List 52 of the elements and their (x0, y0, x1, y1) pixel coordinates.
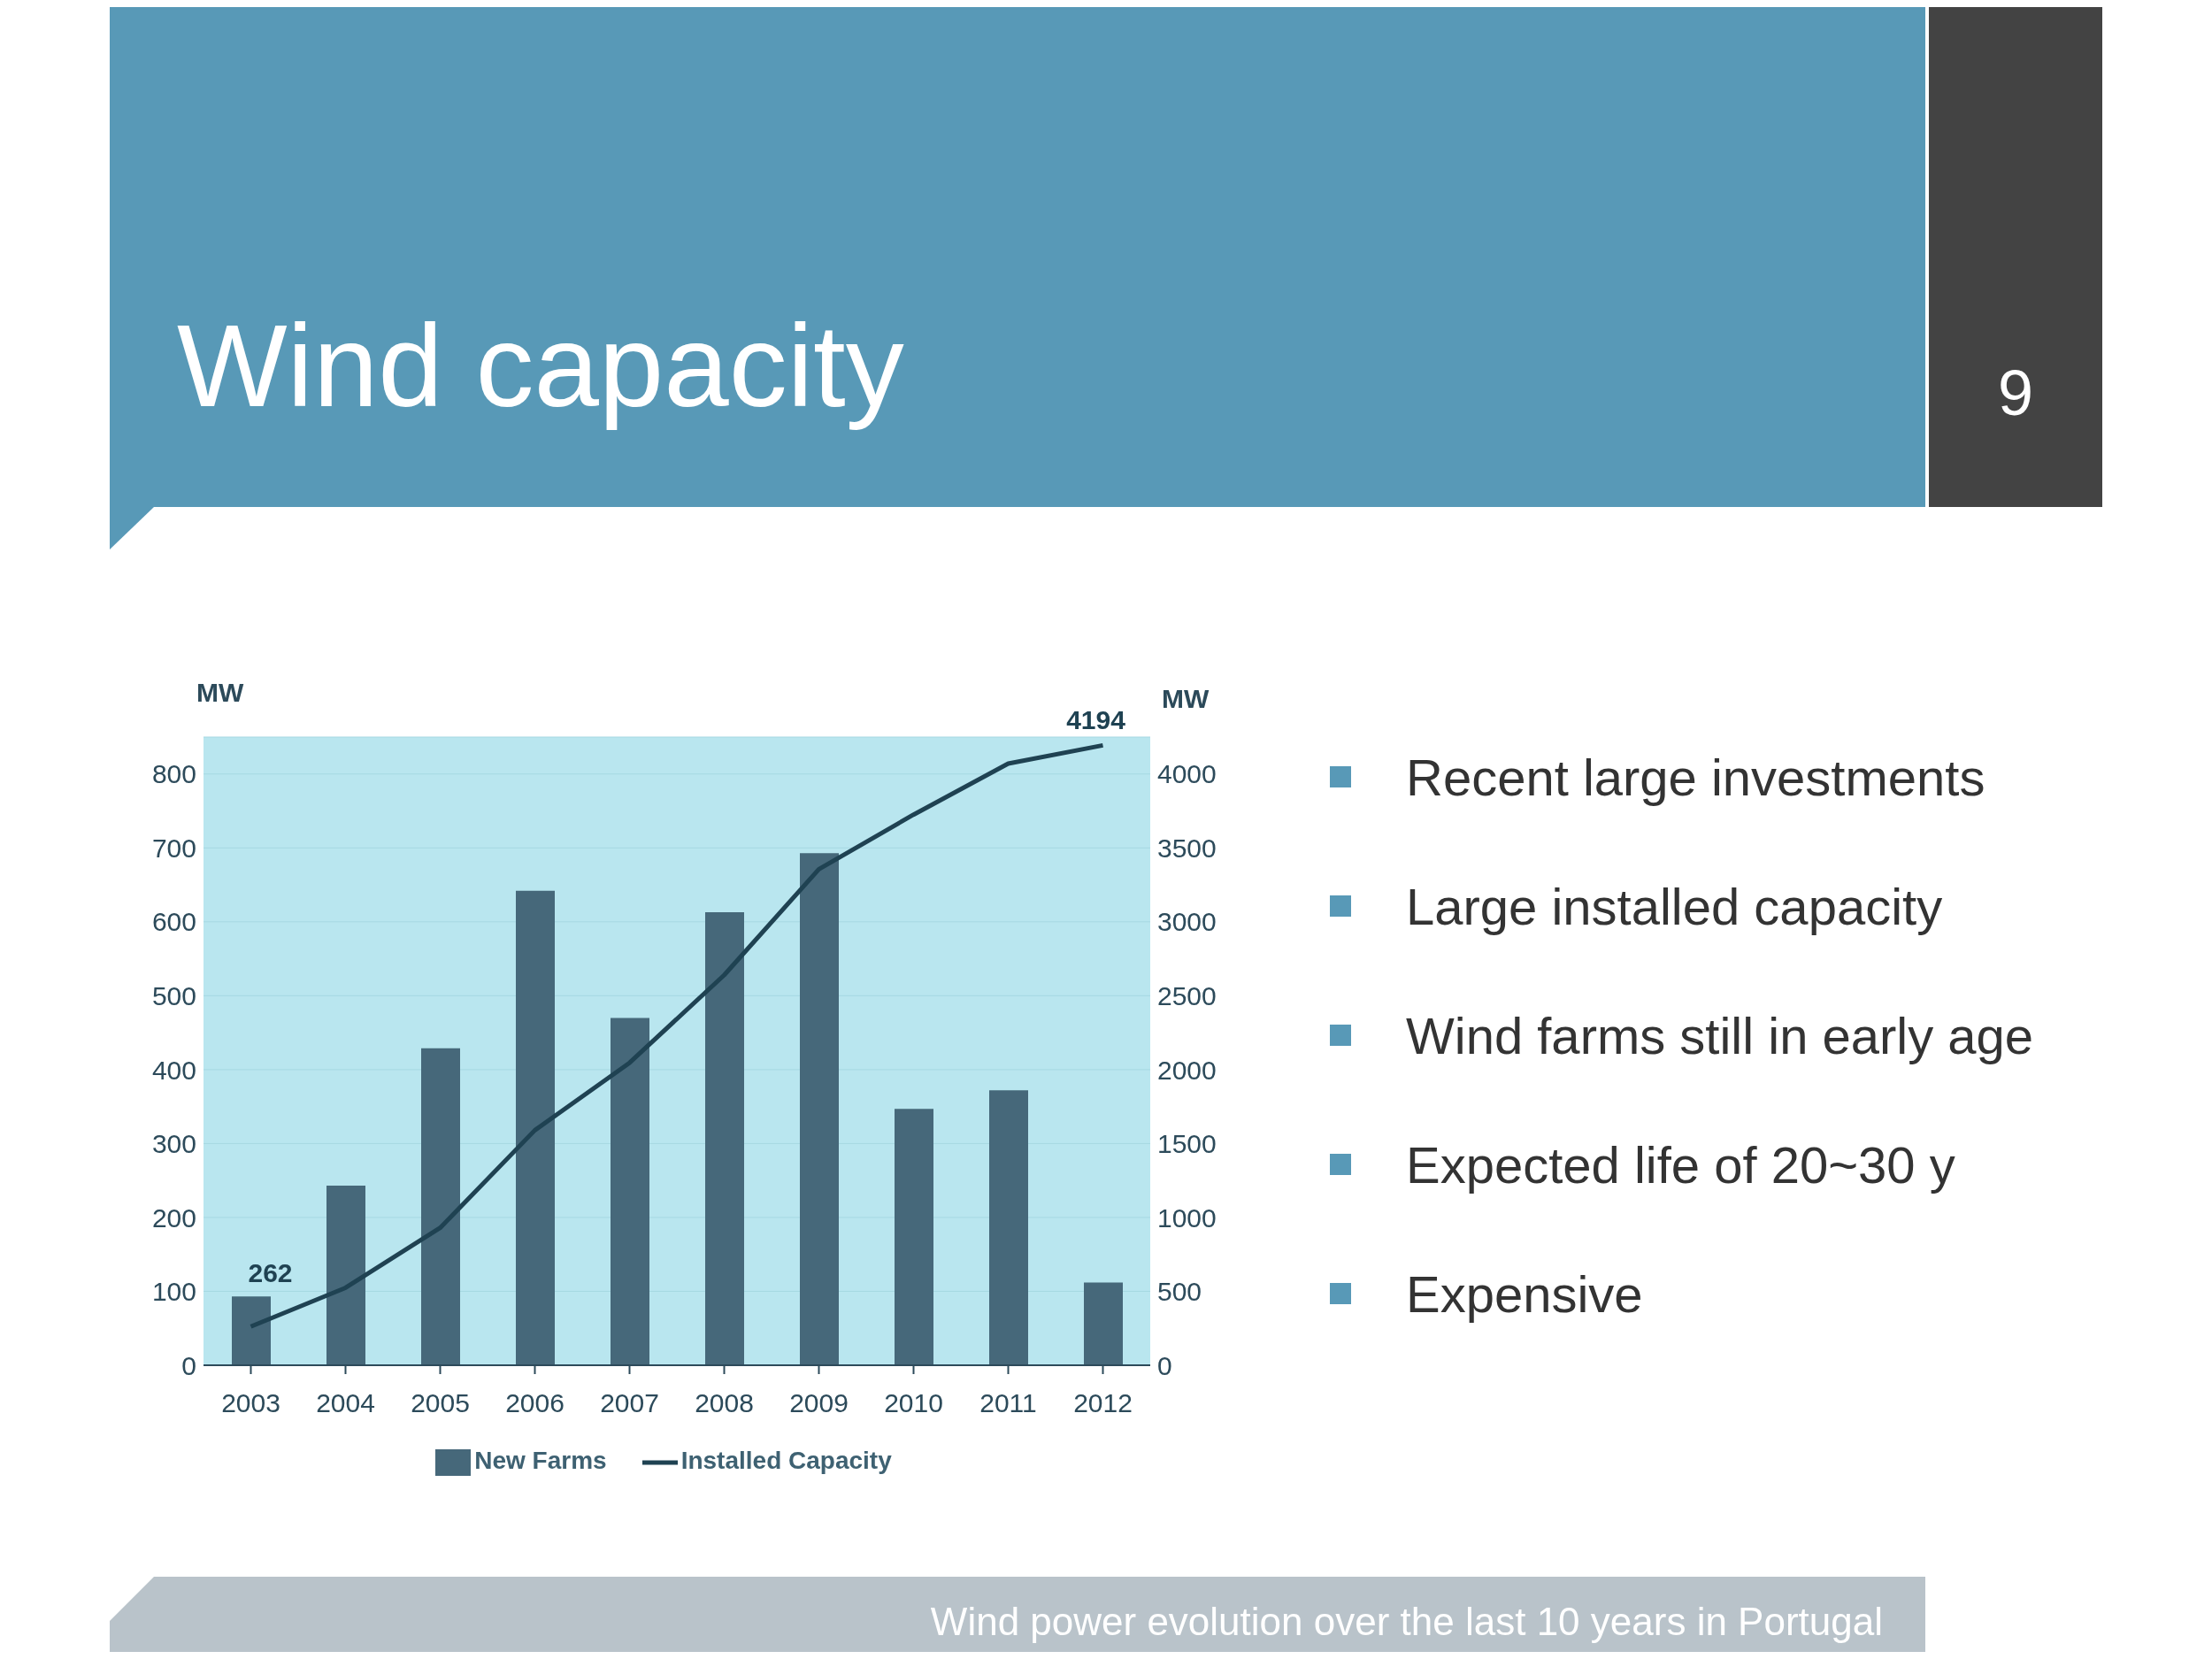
y-tick-label: 800 (151, 759, 196, 789)
y-axis-title: MW (196, 678, 244, 708)
y-tick-label: 500 (151, 981, 196, 1010)
y2-tick-label: 500 (1157, 1277, 1202, 1307)
text: Large installed capacity (1406, 876, 1943, 936)
x-tick-label: 2010 (884, 1388, 943, 1418)
x-tick-label: 2006 (505, 1388, 565, 1418)
text: Expensive (1406, 1263, 1643, 1324)
bar (516, 890, 555, 1365)
x-tick-label: 2008 (695, 1388, 754, 1418)
y2-tick-label: 3000 (1157, 907, 1217, 937)
data-label: 4194 (1066, 705, 1126, 735)
bar (232, 1296, 271, 1365)
bar (705, 911, 744, 1365)
bar (421, 1048, 460, 1365)
legend-label: New Farms (474, 1447, 607, 1475)
y-tick-label: 200 (151, 1202, 196, 1233)
y-tick-label: 400 (151, 1055, 196, 1085)
text: Recent large investments (1406, 747, 1985, 807)
legend-label: Installed Capacity (680, 1447, 892, 1475)
y-tick-label: 300 (151, 1129, 196, 1159)
y2-tick-label: 2500 (1157, 981, 1217, 1010)
x-tick-label: 2003 (221, 1388, 280, 1418)
text: Wind farms still in early age (1406, 1005, 2034, 1065)
text: 9 (1996, 357, 2034, 429)
y-tick-label: 0 (181, 1350, 196, 1380)
y2-tick-label: 1000 (1157, 1202, 1217, 1233)
x-tick-label: 2011 (979, 1388, 1037, 1418)
y2-tick-label: 1500 (1157, 1129, 1217, 1159)
bar (1084, 1282, 1123, 1365)
bar (800, 853, 839, 1365)
y-tick-label: 600 (151, 907, 196, 937)
bar (611, 1018, 649, 1365)
text: Expected life of 20~30 y (1406, 1134, 1955, 1194)
bar (895, 1109, 933, 1365)
text: Wind power evolution over the last 10 years in Portugal (930, 1600, 1883, 1644)
bar (326, 1186, 365, 1365)
x-tick-label: 2009 (789, 1388, 849, 1418)
y2-tick-label: 0 (1157, 1350, 1172, 1380)
x-tick-label: 2007 (600, 1388, 659, 1418)
y2-tick-label: 3500 (1157, 833, 1217, 863)
y2-tick-label: 2000 (1157, 1055, 1217, 1085)
y-tick-label: 100 (151, 1277, 196, 1307)
y-tick-label: 700 (151, 833, 196, 863)
x-tick-label: 2012 (1073, 1388, 1133, 1418)
x-tick-label: 2004 (316, 1388, 375, 1418)
chart-title: Wind capacity (177, 300, 904, 433)
y2-axis-title: MW (1162, 684, 1210, 714)
y2-tick-label: 4000 (1157, 759, 1217, 789)
data-label: 262 (248, 1258, 293, 1288)
x-tick-label: 2005 (411, 1388, 470, 1418)
bar (989, 1090, 1028, 1365)
